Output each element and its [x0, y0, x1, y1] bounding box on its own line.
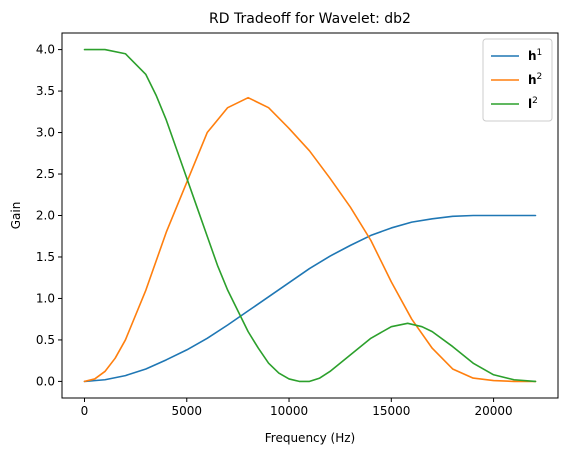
- y-tick-label: 0.5: [36, 333, 55, 347]
- x-tick-label: 5000: [171, 404, 202, 418]
- x-axis: 0 5000 10000 15000 20000: [81, 398, 513, 418]
- x-tick-label: 0: [81, 404, 89, 418]
- y-axis: 0.0 0.5 1.0 1.5 2.0 2.5 3.0 3.5 4.0: [36, 43, 62, 389]
- series-line-2: [85, 98, 536, 382]
- y-tick-label: 1.5: [36, 250, 55, 264]
- x-axis-label: Frequency (Hz): [265, 431, 356, 445]
- y-tick-label: 3.0: [36, 126, 55, 140]
- y-axis-label: Gain: [9, 202, 23, 230]
- x-tick-label: 10000: [270, 404, 308, 418]
- series-line-1: [85, 216, 536, 382]
- plot-area: [85, 50, 536, 382]
- x-tick-label: 20000: [474, 404, 512, 418]
- y-tick-label: 1.0: [36, 291, 55, 305]
- y-tick-label: 0.0: [36, 374, 55, 388]
- y-tick-label: 2.5: [36, 167, 55, 181]
- x-tick-label: 15000: [372, 404, 410, 418]
- y-tick-label: 2.0: [36, 209, 55, 223]
- y-tick-label: 4.0: [36, 43, 55, 57]
- chart-title: RD Tradeoff for Wavelet: db2: [209, 11, 411, 27]
- y-tick-label: 3.5: [36, 84, 55, 98]
